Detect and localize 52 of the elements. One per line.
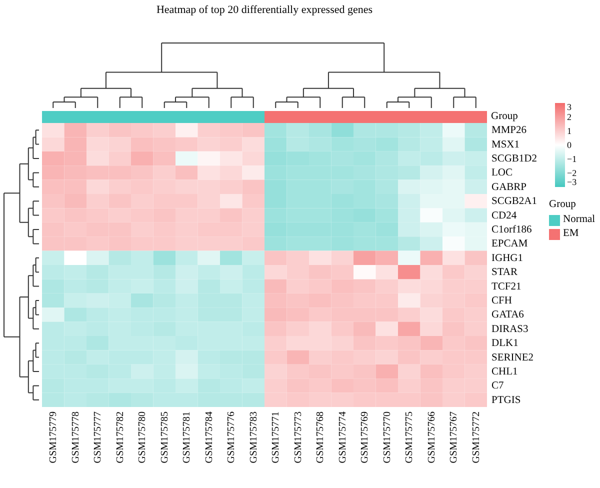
x-tick-label: GSM175771 bbox=[270, 412, 282, 464]
x-tick-label: GSM175772 bbox=[470, 412, 482, 464]
x-tick-label: GSM175766 bbox=[426, 412, 438, 464]
x-tick-label: GSM175775 bbox=[404, 412, 416, 464]
x-tick-label: GSM175784 bbox=[204, 412, 215, 464]
x-tick-label: GSM175770 bbox=[382, 412, 393, 464]
x-tick-label: GSM175774 bbox=[337, 412, 348, 464]
y-tick-label: PTGIS bbox=[492, 394, 521, 406]
y-tick-label: EPCAM bbox=[492, 238, 528, 250]
y-tick-label: C1orf186 bbox=[492, 224, 532, 236]
text: Normal bbox=[563, 214, 596, 226]
x-tick-label: GSM175768 bbox=[315, 412, 326, 464]
x-tick-label: GSM175780 bbox=[137, 412, 148, 464]
x-tick-label: GSM175779 bbox=[48, 412, 60, 464]
y-tick-label: MMP26 bbox=[492, 125, 527, 136]
x-tick-label: GSM175783 bbox=[248, 412, 260, 464]
y-tick-label: TCF21 bbox=[492, 281, 522, 292]
y-tick-label: GATA6 bbox=[492, 310, 524, 321]
y-tick-label: STAR bbox=[492, 267, 518, 278]
y-tick-label: CHL1 bbox=[492, 366, 518, 378]
y-tick-label: LOC bbox=[492, 168, 512, 179]
color-bar-label: 0 bbox=[567, 140, 572, 150]
x-tick-label: GSM175776 bbox=[226, 412, 238, 464]
y-tick-label: C7 bbox=[492, 380, 504, 392]
y-tick-label: DIRAS3 bbox=[492, 324, 528, 335]
text: EM bbox=[563, 228, 579, 240]
y-tick-label: CD24 bbox=[492, 210, 518, 222]
x-tick-label: GSM175781 bbox=[182, 412, 193, 464]
y-tick-label: SCGB2A1 bbox=[492, 196, 538, 208]
x-tick-label: GSM175782 bbox=[114, 412, 126, 464]
color-bar-label: 2 bbox=[567, 112, 572, 122]
x-tick-label: GSM175773 bbox=[292, 412, 304, 464]
y-tick-label: IGHG1 bbox=[492, 252, 523, 264]
color-bar-label: −3 bbox=[567, 177, 578, 187]
chart-title: Heatmap of top 20 differentially expressed genes bbox=[156, 4, 373, 16]
x-tick-label: GSM175769 bbox=[360, 412, 371, 464]
color-bar-label: −1 bbox=[567, 154, 577, 164]
x-tick-label: GSM175767 bbox=[448, 412, 460, 464]
x-tick-label: GSM175785 bbox=[159, 412, 170, 464]
x-tick-label: GSM175778 bbox=[70, 412, 82, 464]
color-bar-label: 1 bbox=[567, 126, 572, 136]
color-bar-label: 3 bbox=[567, 102, 572, 112]
y-tick-label: CFH bbox=[492, 296, 512, 306]
x-tick-label: GSM175777 bbox=[92, 412, 104, 464]
y-tick-label: SERINE2 bbox=[492, 352, 534, 364]
color-bar-label: −2 bbox=[567, 168, 577, 178]
y2-axis-title: Group bbox=[491, 111, 518, 123]
legend-title: Group bbox=[549, 199, 576, 211]
y-tick-label: GABRP bbox=[492, 182, 527, 193]
y-tick-label: MSX1 bbox=[492, 139, 520, 150]
y-tick-label: DLK1 bbox=[492, 338, 518, 350]
y-tick-label: SCGB1D2 bbox=[492, 154, 538, 164]
